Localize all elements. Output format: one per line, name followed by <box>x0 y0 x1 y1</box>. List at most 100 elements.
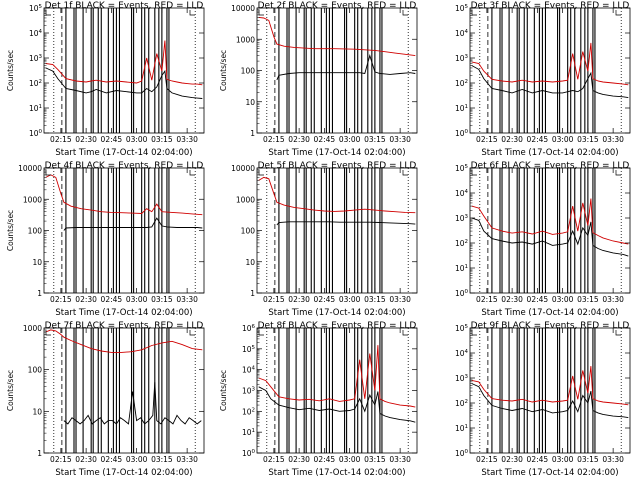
plot-svg: Counts/sec 1 10 100 1000 02:15 02:30 02:45 03:00… <box>6 324 205 464</box>
plot-frame <box>43 327 205 454</box>
corner-mark <box>189 330 195 336</box>
chart-panel-2: Det 2f BLACK = Events, RED = LLD Start Ti… <box>213 0 426 160</box>
events-series-line <box>45 67 203 99</box>
chart-panel-3: Det 3f BLACK = Events, RED = LLD Start Ti… <box>426 0 639 160</box>
x-axis-label: Start Time (17-Oct-14 02:04:00) <box>55 148 193 158</box>
y-tick-label: 100 <box>242 449 256 458</box>
corner-mark <box>471 330 477 336</box>
x-tick-label: 02:30 <box>75 295 97 304</box>
lld-series-line <box>258 176 416 214</box>
y-tick-label: 10 <box>245 258 255 267</box>
y-tick-label: 102 <box>455 79 468 88</box>
chart-title: Det 3f BLACK = Events, RED = LLD <box>470 1 630 11</box>
plot-frame <box>43 7 205 134</box>
lld-series-line <box>45 329 203 353</box>
plot-frame <box>469 167 631 294</box>
y-axis-label: Counts/sec <box>6 370 15 411</box>
x-axis-label: Start Time (17-Oct-14 02:04:00) <box>268 308 406 318</box>
y-tick-label: 104 <box>242 366 256 375</box>
corner-mark <box>45 170 51 176</box>
y-tick-label: 100 <box>241 227 256 236</box>
corner-mark <box>402 10 408 16</box>
x-tick-label: 02:30 <box>288 295 310 304</box>
x-tick-label: 02:45 <box>101 455 123 464</box>
x-tick-label: 02:45 <box>527 455 549 464</box>
y-tick-label: 1 <box>250 289 255 298</box>
chart-title: Det 9f BLACK = Events, RED = LLD <box>470 321 630 331</box>
corner-mark <box>615 10 621 16</box>
chart-panel-4: Det 4f BLACK = Events, RED = LLD Start Ti… <box>0 160 213 320</box>
corner-mark <box>471 170 477 176</box>
x-tick-label: 03:15 <box>151 295 173 304</box>
chart-panel-5: Det 5f BLACK = Events, RED = LLD Start Ti… <box>213 160 426 320</box>
y-tick-label: 100 <box>455 289 469 298</box>
y-axis-label: Counts/sec <box>219 50 228 91</box>
plot-frame <box>469 7 631 134</box>
y-tick-label: 103 <box>455 214 469 223</box>
x-tick-label: 03:30 <box>602 455 624 464</box>
x-tick-label: 03:00 <box>126 135 148 144</box>
y-tick-label: 101 <box>29 104 42 113</box>
y-tick-label: 101 <box>455 264 468 273</box>
y-tick-label: 102 <box>29 79 42 88</box>
y-tick-label: 1000 <box>23 324 42 333</box>
x-tick-label: 02:15 <box>50 455 72 464</box>
x-tick-label: 02:30 <box>75 455 97 464</box>
lld-series-line <box>258 345 416 408</box>
chart-title: Det 6f BLACK = Events, RED = LLD <box>470 161 630 171</box>
y-tick-label: 100 <box>28 227 43 236</box>
x-tick-label: 02:30 <box>501 135 523 144</box>
plot-frame <box>256 327 418 454</box>
corner-mark <box>258 10 264 16</box>
x-tick-label: 03:30 <box>602 135 624 144</box>
y-tick-label: 10000 <box>231 164 255 173</box>
x-tick-label: 03:00 <box>339 295 361 304</box>
lld-series-line <box>471 198 629 245</box>
x-tick-label: 03:30 <box>176 295 198 304</box>
x-tick-label: 03:30 <box>389 295 411 304</box>
y-tick-label: 103 <box>455 374 469 383</box>
y-tick-label: 105 <box>242 345 256 354</box>
chart-panel-6: Det 6f BLACK = Events, RED = LLD Start Ti… <box>426 160 639 320</box>
y-tick-label: 1000 <box>236 35 255 44</box>
corner-mark <box>189 10 195 16</box>
corner-mark <box>615 330 621 336</box>
x-axis-label: Start Time (17-Oct-14 02:04:00) <box>481 468 619 478</box>
x-tick-label: 03:15 <box>364 295 386 304</box>
x-tick-label: 02:45 <box>527 295 549 304</box>
chart-title: Det 1f BLACK = Events, RED = LLD <box>44 1 204 11</box>
plot-svg: 1 10 100 1000 10000 02:15 02:30 02:45 03:00 03:15… <box>231 164 418 304</box>
y-tick-label: 1 <box>37 449 42 458</box>
x-tick-label: 02:45 <box>101 135 123 144</box>
y-tick-label: 100 <box>28 366 43 375</box>
y-tick-label: 102 <box>455 399 468 408</box>
x-tick-label: 03:15 <box>577 455 599 464</box>
x-tick-label: 02:15 <box>263 135 285 144</box>
x-tick-label: 02:15 <box>476 295 498 304</box>
x-tick-label: 02:30 <box>288 455 310 464</box>
y-tick-label: 10000 <box>18 164 42 173</box>
events-series-line <box>471 65 629 99</box>
events-series-line <box>63 217 203 231</box>
x-tick-label: 03:00 <box>552 455 574 464</box>
chart-title: Det 8f BLACK = Events, RED = LLD <box>257 321 417 331</box>
x-axis-label: Start Time (17-Oct-14 02:04:00) <box>55 468 193 478</box>
lld-series-line <box>471 366 629 406</box>
x-tick-label: 03:15 <box>577 135 599 144</box>
x-tick-label: 02:45 <box>527 135 549 144</box>
x-tick-label: 03:30 <box>176 455 198 464</box>
x-tick-label: 02:45 <box>101 295 123 304</box>
plot-svg: Counts/sec 1 10 100 1000 10000 02:15 02:30 02:45… <box>6 164 205 304</box>
events-series-line <box>276 54 416 81</box>
chart-title: Det 4f BLACK = Events, RED = LLD <box>44 161 204 171</box>
y-tick-label: 1 <box>250 129 255 138</box>
x-tick-label: 02:15 <box>476 135 498 144</box>
x-axis-label: Start Time (17-Oct-14 02:04:00) <box>481 308 619 318</box>
chart-panel-8: Det 8f BLACK = Events, RED = LLD Start Ti… <box>213 320 426 480</box>
y-tick-label: 10 <box>245 98 255 107</box>
plot-svg: Counts/sec 1 10 100 1000 10000 02:15 02:30 02:45… <box>219 4 418 144</box>
y-tick-label: 105 <box>455 164 469 173</box>
x-tick-label: 03:00 <box>552 295 574 304</box>
